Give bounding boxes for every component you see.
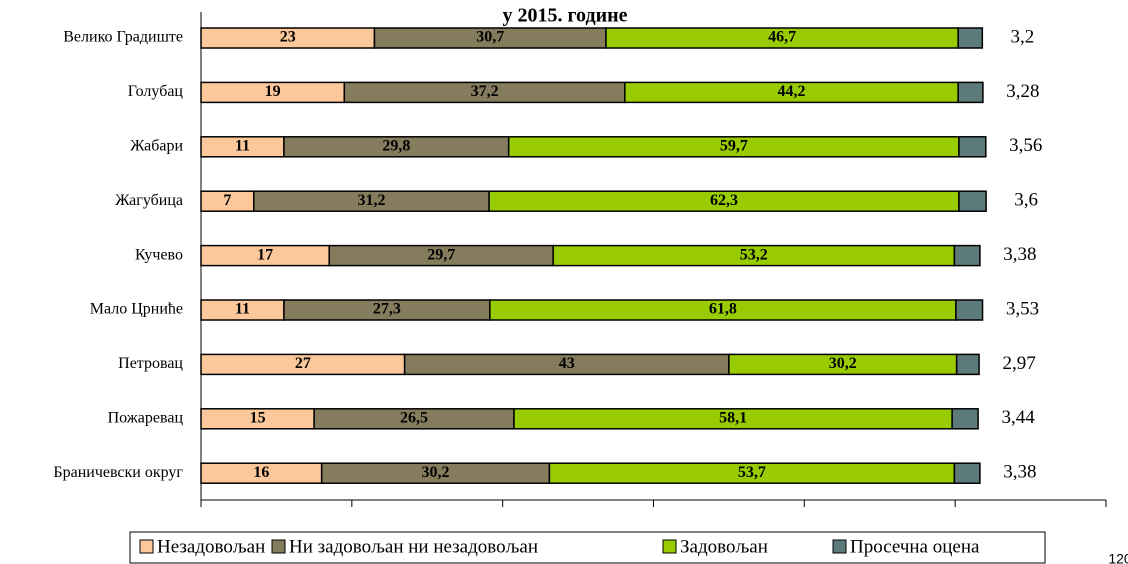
value-label: 3,2	[1010, 26, 1034, 47]
value-label: 11	[235, 301, 250, 318]
legend-label: Незадовољан	[157, 536, 265, 557]
value-label: 27	[295, 355, 311, 372]
value-label: 53,2	[740, 246, 768, 263]
value-label: 30,7	[476, 29, 504, 46]
legend-swatch	[271, 539, 286, 554]
value-label: 3,44	[1001, 407, 1035, 428]
value-label: 3,53	[1006, 298, 1039, 319]
category-label: Жабари	[130, 137, 183, 154]
value-label: 2,97	[1002, 353, 1035, 374]
legend-label: Задовољан	[680, 536, 768, 557]
bar-segment	[958, 136, 987, 158]
x-tick-label: 120	[1108, 551, 1128, 564]
value-label: 26,5	[400, 409, 428, 426]
category-label: Голубац	[128, 83, 184, 100]
value-label: 23	[280, 29, 296, 46]
value-label: 37,2	[471, 83, 499, 100]
bar-segment	[953, 244, 981, 267]
bar-segment	[958, 190, 987, 212]
bar-segment	[957, 27, 984, 49]
legend-swatch	[662, 539, 677, 554]
legend-swatch	[832, 539, 847, 554]
value-label: 17	[257, 246, 273, 263]
value-label: 61,8	[709, 301, 737, 318]
chart-title: у 2015. године	[502, 5, 627, 27]
value-label: 3,38	[1003, 244, 1036, 265]
value-label: 59,7	[720, 137, 748, 154]
bar-segment	[955, 299, 984, 321]
value-label: 30,2	[422, 464, 450, 481]
value-label: 3,56	[1009, 135, 1042, 156]
bar-segment	[955, 353, 980, 376]
value-label: 53,7	[738, 464, 766, 481]
value-label: 27,3	[373, 301, 401, 318]
category-label: Браничевски округ	[53, 464, 183, 481]
value-label: 43	[559, 355, 575, 372]
value-label: 44,2	[778, 83, 806, 100]
value-label: 29,7	[427, 246, 455, 263]
bar-segment	[957, 81, 984, 104]
category-label: Кучево	[135, 246, 183, 263]
value-label: 16	[253, 464, 269, 481]
value-label: 19	[265, 83, 281, 100]
category-label: Петровац	[118, 355, 183, 372]
value-label: 3,28	[1006, 81, 1039, 102]
legend-label: Просечна оцена	[850, 536, 980, 557]
bar-segment	[951, 408, 979, 430]
value-label: 46,7	[768, 29, 796, 46]
legend-box	[129, 531, 1046, 564]
legend-swatch	[139, 539, 154, 554]
value-label: 7	[223, 192, 231, 209]
value-label: 31,2	[357, 192, 385, 209]
value-label: 29,8	[382, 137, 410, 154]
value-label: 3,38	[1003, 462, 1036, 483]
category-label: Мало Црниће	[90, 301, 183, 318]
value-label: 11	[235, 137, 250, 154]
value-label: 30,2	[829, 355, 857, 372]
value-label: 58,1	[719, 409, 747, 426]
category-label: Пожаревац	[108, 409, 184, 426]
value-label: 3,6	[1014, 190, 1038, 211]
bar-segment	[953, 462, 981, 484]
category-label: Жагубица	[115, 192, 183, 209]
legend-label: Ни задовољан ни незадовољан	[289, 536, 538, 557]
value-label: 15	[250, 409, 266, 426]
category-label: Велико Градиште	[63, 29, 183, 46]
value-label: 62,3	[710, 192, 738, 209]
